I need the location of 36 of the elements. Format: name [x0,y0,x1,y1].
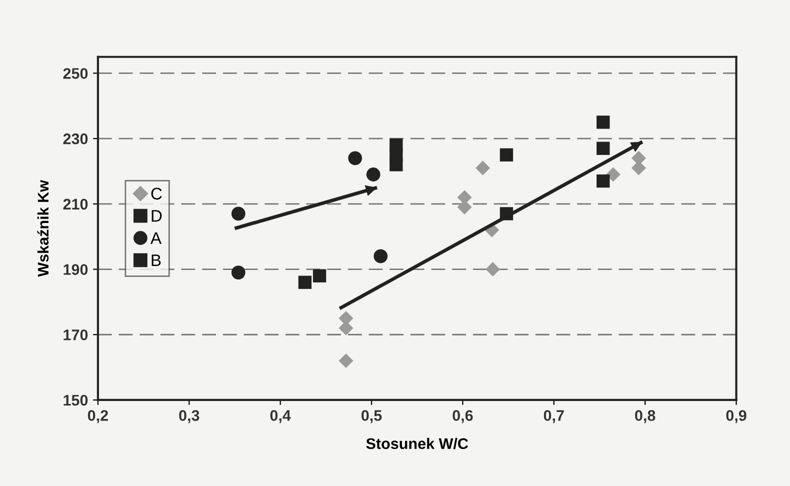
y-tick-label: 170 [64,329,88,340]
x-tick-label: 0,5 [362,410,382,424]
legend-label: C [151,188,162,200]
y-tick-label: 230 [63,133,88,144]
x-tick-label: 0,9 [726,410,746,424]
point [366,168,380,182]
point [596,174,610,188]
point [374,249,388,264]
point [500,148,514,162]
point [606,167,620,182]
x-tick-label: 0,6 [452,410,473,424]
y-axis-title: Wskaźnik Kw [37,180,49,277]
x-axis-title: Stosunek W/C [366,438,468,450]
legend-label: A [150,232,162,244]
point [596,142,610,155]
y-tick-label: 190 [64,264,88,275]
point [298,276,312,289]
point [390,158,403,172]
point [486,262,500,277]
y-tick-label: 210 [63,198,88,210]
point [596,116,610,129]
point [312,269,326,282]
x-tick-label: 0,2 [88,410,108,424]
x-tick-label: 0,4 [270,410,291,424]
x-tick-label: 0,3 [179,410,200,424]
point [338,353,354,368]
legend-label: B [152,254,161,266]
y-tick-label: 150 [64,394,88,406]
x-tick-label: 0,7 [544,410,564,424]
legend-label: D [152,210,162,222]
point [231,266,246,280]
point [231,206,246,221]
x-tick-label: 0,8 [635,410,656,424]
point [475,160,490,176]
point [348,151,362,166]
y-tick-label: 250 [63,68,88,79]
